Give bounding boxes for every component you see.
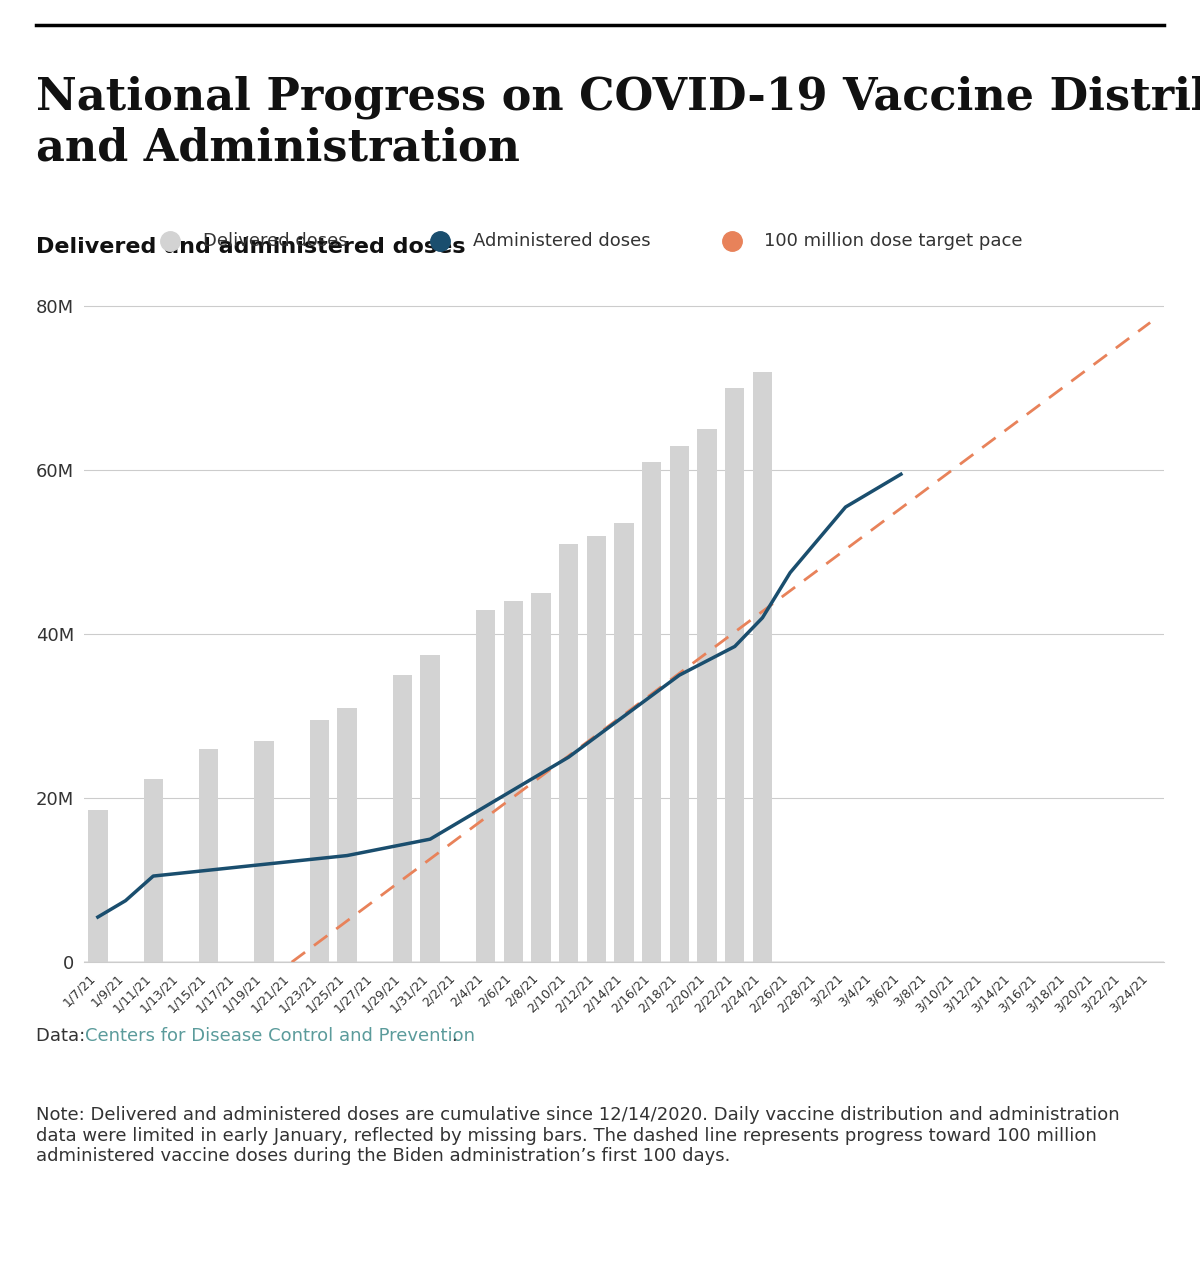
Text: National Progress on COVID-19 Vaccine Distribution
and Administration: National Progress on COVID-19 Vaccine Di… [36, 76, 1200, 170]
Bar [310, 720, 329, 962]
Text: Administered doses: Administered doses [473, 232, 650, 249]
Text: Centers for Disease Control and Prevention: Centers for Disease Control and Preventi… [84, 1027, 474, 1046]
Bar [642, 462, 661, 962]
Bar [504, 601, 523, 962]
Bar [559, 544, 578, 962]
Bar [337, 708, 356, 962]
Text: Delivered doses: Delivered doses [203, 232, 348, 249]
Bar [670, 446, 689, 962]
Bar [587, 536, 606, 962]
Bar [476, 609, 496, 962]
Bar [532, 594, 551, 962]
Text: .: . [451, 1027, 457, 1046]
Bar [420, 655, 440, 962]
Bar [697, 429, 716, 962]
Bar [88, 810, 108, 962]
Text: Delivered and administered doses: Delivered and administered doses [36, 237, 466, 257]
Bar [199, 749, 218, 962]
Bar [725, 389, 744, 962]
Text: 100 million dose target pace: 100 million dose target pace [764, 232, 1022, 249]
Bar [144, 780, 163, 962]
Text: Data:: Data: [36, 1027, 91, 1046]
Bar [392, 675, 412, 962]
Bar [614, 523, 634, 962]
Bar [254, 741, 274, 962]
Bar [752, 372, 772, 962]
Text: Note: Delivered and administered doses are cumulative since 12/14/2020. Daily va: Note: Delivered and administered doses a… [36, 1106, 1120, 1166]
